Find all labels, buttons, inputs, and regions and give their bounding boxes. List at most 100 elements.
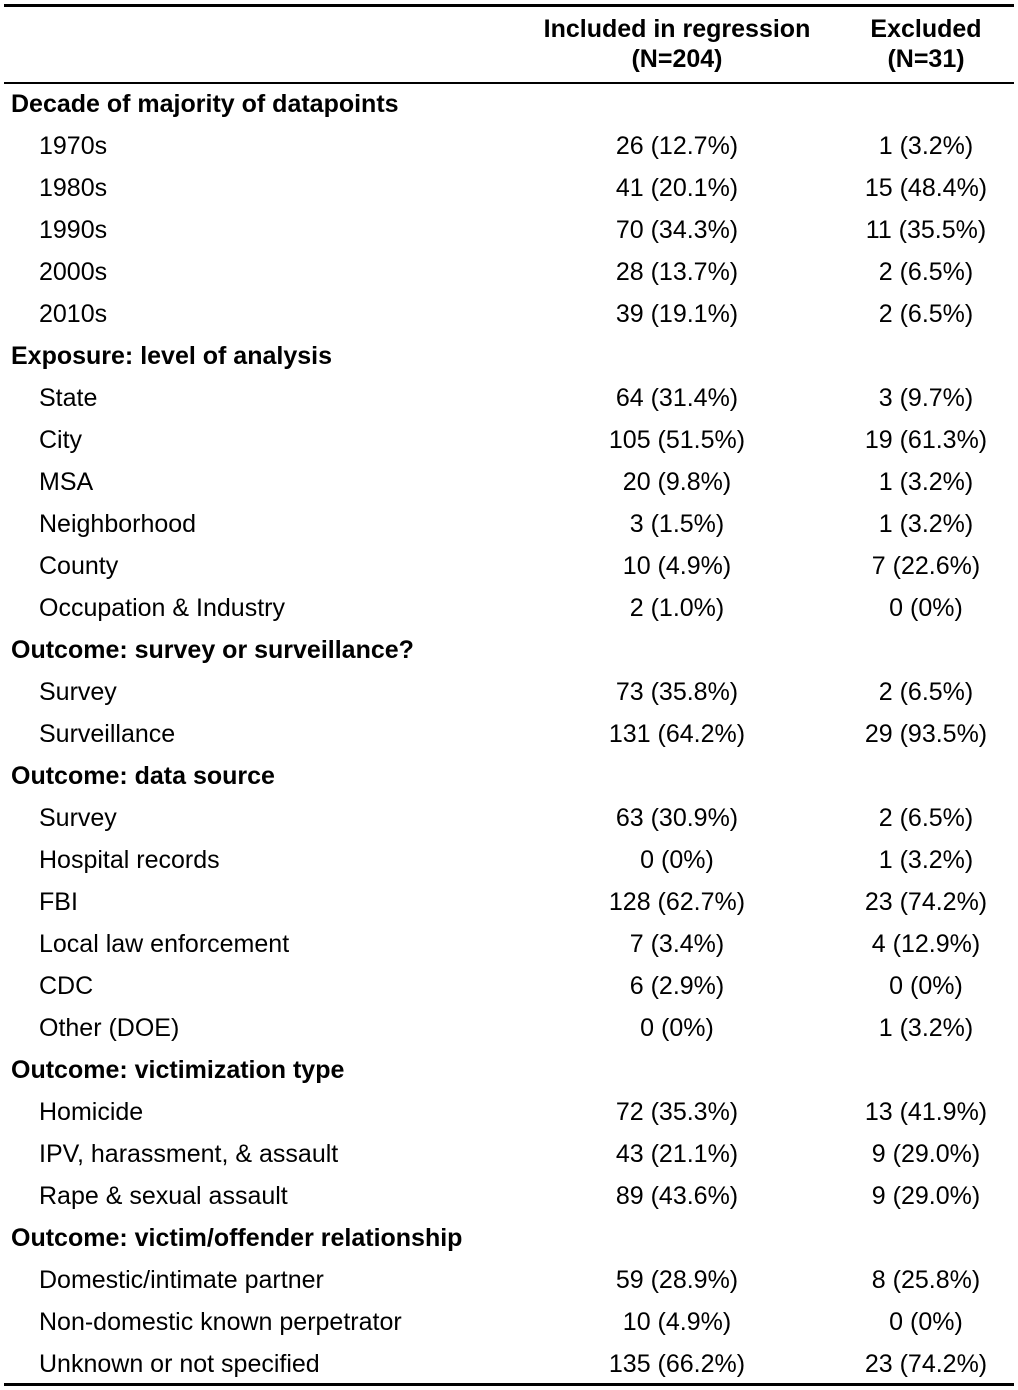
excluded-count-cell: 9 (29.0%) [871,1140,981,1168]
column-header-included-n: (N=204) [631,45,723,73]
row-label: IPV, harassment, & assault [39,1140,339,1168]
table-row: Other (DOE) 0 (0%) 1 (3.2%) [0,1006,1018,1048]
row-label: Survey [39,678,117,706]
table-row: CDC 6 (2.9%) 0 (0%) [0,964,1018,1006]
row-label: Other (DOE) [39,1014,180,1042]
row-label: Homicide [39,1098,144,1126]
row-label: Domestic/intimate partner [39,1266,324,1294]
table-row: Local law enforcement 7 (3.4%) 4 (12.9%) [0,922,1018,964]
row-label: Neighborhood [39,510,197,538]
included-count-cell: 10 (4.9%) [622,1308,732,1336]
included-count-cell: 43 (21.1%) [615,1140,739,1168]
included-count-cell: 26 (12.7%) [615,132,739,160]
table-row: 2010s 39 (19.1%) 2 (6.5%) [0,292,1018,334]
included-count-cell: 64 (31.4%) [615,384,739,412]
column-header-excluded-n: (N=31) [887,45,965,73]
row-label: Rape & sexual assault [39,1182,288,1210]
excluded-count-cell: 29 (93.5%) [864,720,988,748]
column-header-included-title: Included in regression [543,15,811,43]
table-row: 1970s 26 (12.7%) 1 (3.2%) [0,124,1018,166]
included-count-cell: 6 (2.9%) [629,972,725,1000]
section-header-row: Exposure: level of analysis [0,334,1018,376]
included-count-cell: 70 (34.3%) [615,216,739,244]
excluded-count-cell: 0 (0%) [889,594,963,622]
table-row: 1980s 41 (20.1%) 15 (48.4%) [0,166,1018,208]
table-row: City 105 (51.5%) 19 (61.3%) [0,418,1018,460]
included-count-cell: 72 (35.3%) [615,1098,739,1126]
included-count-cell: 0 (0%) [640,846,714,874]
row-label: Non-domestic known perpetrator [39,1308,402,1336]
excluded-count-cell: 1 (3.2%) [878,1014,974,1042]
section-header-row: Outcome: victim/offender relationship [0,1216,1018,1258]
row-label: Surveillance [39,720,176,748]
excluded-count-cell: 2 (6.5%) [878,678,974,706]
column-header-included: Included in regression (N=204) [527,14,827,74]
section-header-row: Outcome: survey or surveillance? [0,628,1018,670]
column-header-excluded-title: Excluded [870,15,982,43]
included-count-cell: 20 (9.8%) [622,468,732,496]
excluded-count-cell: 9 (29.0%) [871,1182,981,1210]
table-row: 1990s 70 (34.3%) 11 (35.5%) [0,208,1018,250]
excluded-count-cell: 4 (12.9%) [871,930,981,958]
row-label: City [39,426,83,454]
table-top-rule [4,4,1014,7]
included-count-cell: 105 (51.5%) [608,426,746,454]
table-body: Decade of majority of datapoints 1970s 26 … [0,82,1018,1384]
row-label: Survey [39,804,117,832]
section-title: Outcome: data source [11,762,275,790]
included-count-cell: 73 (35.8%) [615,678,739,706]
excluded-count-cell: 23 (74.2%) [864,1350,988,1378]
included-count-cell: 0 (0%) [640,1014,714,1042]
table-row: Homicide 72 (35.3%) 13 (41.9%) [0,1090,1018,1132]
table-row: MSA 20 (9.8%) 1 (3.2%) [0,460,1018,502]
table-row: Rape & sexual assault 89 (43.6%) 9 (29.0%) [0,1174,1018,1216]
table-bottom-rule [4,1383,1014,1386]
included-count-cell: 10 (4.9%) [622,552,732,580]
row-label: 1970s [39,132,108,160]
table-row: Non-domestic known perpetrator 10 (4.9%) 0… [0,1300,1018,1342]
section-title: Outcome: survey or surveillance? [11,636,414,664]
section-title: Decade of majority of datapoints [11,90,399,118]
row-label: 2010s [39,300,108,328]
excluded-count-cell: 2 (6.5%) [878,258,974,286]
included-count-cell: 7 (3.4%) [629,930,725,958]
table-row: Neighborhood 3 (1.5%) 1 (3.2%) [0,502,1018,544]
excluded-count-cell: 11 (35.5%) [865,216,987,244]
table-row: FBI 128 (62.7%) 23 (74.2%) [0,880,1018,922]
included-count-cell: 89 (43.6%) [615,1182,739,1210]
excluded-count-cell: 2 (6.5%) [878,300,974,328]
table-row: Domestic/intimate partner 59 (28.9%) 8 (25… [0,1258,1018,1300]
included-count-cell: 128 (62.7%) [608,888,746,916]
included-count-cell: 131 (64.2%) [608,720,746,748]
table-row: 2000s 28 (13.7%) 2 (6.5%) [0,250,1018,292]
table-row: Occupation & Industry 2 (1.0%) 0 (0%) [0,586,1018,628]
excluded-count-cell: 7 (22.6%) [871,552,981,580]
table-row: Surveillance 131 (64.2%) 29 (93.5%) [0,712,1018,754]
table-row: State 64 (31.4%) 3 (9.7%) [0,376,1018,418]
included-count-cell: 3 (1.5%) [629,510,725,538]
section-title: Outcome: victimization type [11,1056,345,1084]
included-count-cell: 63 (30.9%) [615,804,739,832]
section-title: Outcome: victim/offender relationship [11,1224,463,1252]
excluded-count-cell: 13 (41.9%) [864,1098,988,1126]
excluded-count-cell: 0 (0%) [889,1308,963,1336]
row-label: 2000s [39,258,108,286]
section-title: Exposure: level of analysis [11,342,332,370]
table-row: Survey 73 (35.8%) 2 (6.5%) [0,670,1018,712]
excluded-count-cell: 23 (74.2%) [864,888,988,916]
excluded-count-cell: 2 (6.5%) [878,804,974,832]
row-label: FBI [39,888,78,916]
row-label: CDC [39,972,94,1000]
row-label: MSA [39,468,94,496]
table-row: County 10 (4.9%) 7 (22.6%) [0,544,1018,586]
included-count-cell: 59 (28.9%) [615,1266,739,1294]
table-row: Hospital records 0 (0%) 1 (3.2%) [0,838,1018,880]
row-label: Local law enforcement [39,930,290,958]
excluded-count-cell: 15 (48.4%) [864,174,988,202]
excluded-count-cell: 19 (61.3%) [864,426,988,454]
excluded-count-cell: 1 (3.2%) [878,468,974,496]
included-count-cell: 135 (66.2%) [608,1350,746,1378]
included-count-cell: 41 (20.1%) [615,174,739,202]
excluded-count-cell: 0 (0%) [889,972,963,1000]
row-label: County [39,552,119,580]
